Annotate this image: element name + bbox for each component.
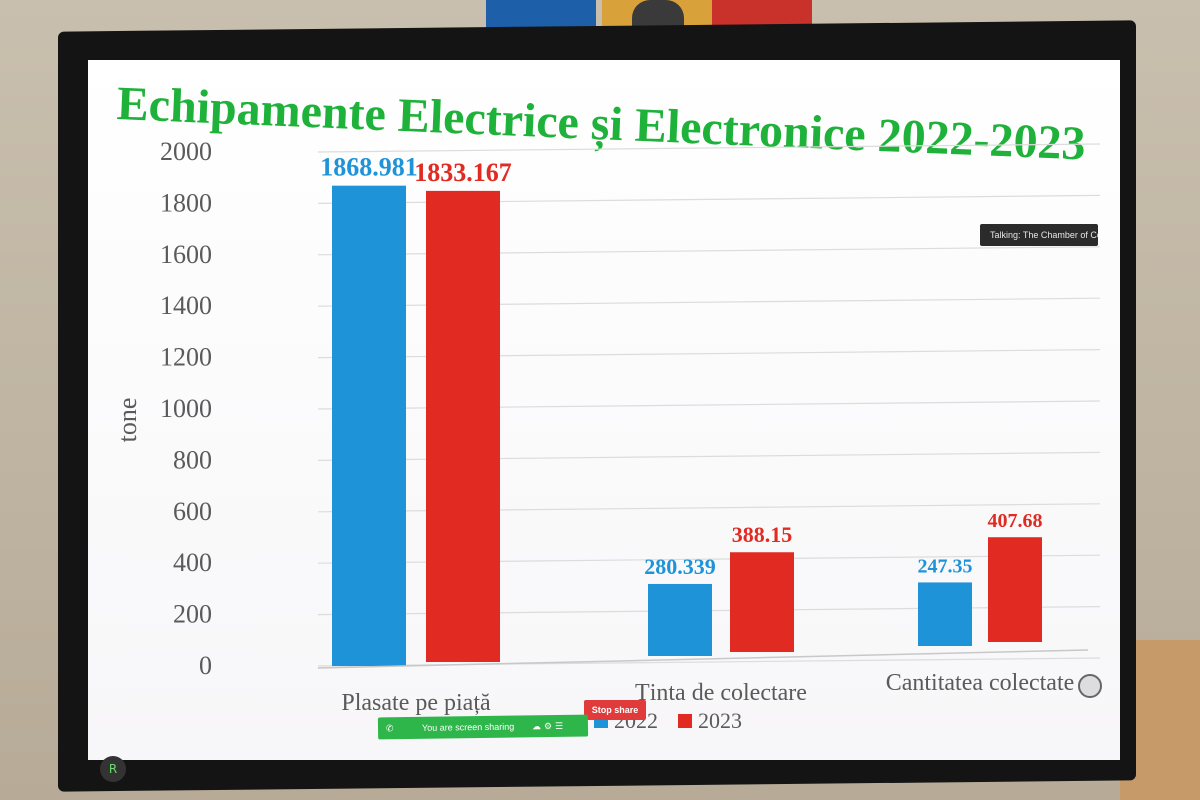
- data-label-2022: 247.35: [918, 555, 973, 577]
- data-label-2023: 1833.167: [414, 158, 512, 187]
- bar-2022: [918, 582, 972, 646]
- stylus-icon[interactable]: R: [100, 756, 126, 782]
- talking-indicator: Talking: The Chamber of Com...: [980, 224, 1098, 246]
- presentation-screen: Echipamente Electrice și Electronice 202…: [88, 60, 1120, 760]
- screen-share-bar[interactable]: ✆ You are screen sharing ☁⚙☰: [377, 714, 589, 740]
- data-label-2022: 1868.981: [320, 153, 418, 182]
- gridline: [317, 143, 1101, 153]
- stop-share-label: Stop share: [591, 705, 639, 715]
- legend-label-2023: 2023: [698, 708, 742, 733]
- y-tick-label: 0: [199, 651, 212, 680]
- y-tick-label: 2000: [160, 137, 212, 166]
- y-tick-label: 1000: [160, 394, 212, 423]
- y-tick-label: 800: [173, 445, 212, 474]
- bar-chart: 0 200 400 600 800 1000 1200 1400 1600 1800 2000 ton…: [113, 137, 1101, 733]
- y-tick-label: 1400: [160, 291, 212, 320]
- stop-share-button[interactable]: Stop share: [584, 700, 646, 720]
- record-button-icon[interactable]: [1078, 674, 1102, 698]
- bar-2023: [730, 552, 794, 652]
- data-label-2023: 388.15: [732, 522, 793, 547]
- x-axis-line: [317, 649, 1089, 669]
- y-tick-label: 1200: [160, 343, 212, 372]
- phone-icon: ✆: [385, 723, 394, 734]
- y-tick-label: 1600: [160, 240, 212, 269]
- legend-swatch-2023: [678, 714, 692, 728]
- y-axis-label: tone: [113, 398, 142, 443]
- y-tick-label: 200: [173, 600, 212, 629]
- x-category-label: Cantitatea colectate: [886, 670, 1075, 696]
- y-tick-label: 600: [173, 497, 212, 526]
- y-tick-label: 1800: [160, 188, 212, 217]
- bar-2022: [648, 583, 712, 656]
- bar-2022: [332, 185, 406, 666]
- stylus-glyph: R: [108, 762, 118, 776]
- data-label-2023: 407.68: [988, 510, 1043, 532]
- share-controls-icons[interactable]: ☁⚙☰: [531, 720, 567, 732]
- bar-2023: [426, 190, 500, 662]
- data-label-2022: 280.339: [644, 554, 716, 579]
- bar-2023: [988, 537, 1042, 642]
- x-category-label: Plasate pe piață: [341, 690, 491, 716]
- y-tick-label: 400: [173, 548, 212, 577]
- x-category-label: Ținta de colectare: [635, 680, 807, 706]
- share-status-text: You are screen sharing: [421, 721, 515, 733]
